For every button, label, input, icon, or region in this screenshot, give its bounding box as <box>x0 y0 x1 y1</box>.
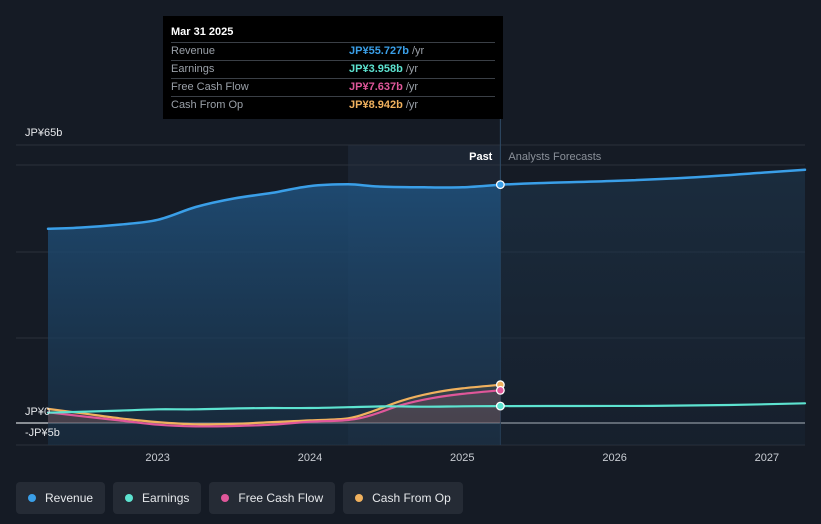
tooltip-unit: /yr <box>411 45 425 57</box>
tooltip-label: Free Cash Flow <box>171 81 249 93</box>
past-label: Past <box>469 151 493 163</box>
tooltip-label: Cash From Op <box>171 99 244 111</box>
legend: Revenue Earnings Free Cash Flow Cash Fro… <box>16 482 463 514</box>
series-line-free-cash-flow <box>46 389 502 428</box>
series-marker-revenue <box>495 180 505 190</box>
x-tick-label: 2025 <box>450 452 474 464</box>
legend-label: Earnings <box>142 491 190 505</box>
tooltip-value: JP¥3.958b <box>349 63 403 75</box>
revenue-area-past <box>48 184 501 446</box>
tooltip-row-earnings: Earnings JP¥3.958b /yr <box>171 60 495 78</box>
series-line-cash-from-op <box>46 383 502 426</box>
tooltip-value: JP¥55.727b <box>349 45 409 57</box>
revenue-area-forecast <box>500 169 805 446</box>
x-tick-label: 2027 <box>755 452 779 464</box>
legend-item-cash-from-op[interactable]: Cash From Op <box>343 482 463 514</box>
legend-label: Revenue <box>45 491 94 505</box>
legend-dot-icon <box>355 494 364 502</box>
legend-dot-icon <box>125 494 134 502</box>
y-axis-label-bottom: -JP¥5b <box>25 427 60 439</box>
x-tick-label: 2023 <box>145 452 169 464</box>
series-line-earnings <box>46 405 502 414</box>
legend-item-revenue[interactable]: Revenue <box>16 482 106 514</box>
x-tick-label: 2026 <box>602 452 626 464</box>
legend-dot-icon <box>221 494 230 502</box>
series-area <box>48 390 501 427</box>
tooltip-value: JP¥7.637b <box>349 81 403 93</box>
tooltip-unit: /yr <box>405 99 419 111</box>
forecast-label: Analysts Forecasts <box>508 151 601 163</box>
tooltip-row-cash-from-op: Cash From Op JP¥8.942b /yr <box>171 96 495 114</box>
series-area <box>48 384 501 425</box>
tooltip-date: Mar 31 2025 <box>171 26 234 38</box>
series-line-revenue <box>46 183 502 231</box>
series-marker-free-cash-flow <box>495 385 505 395</box>
tooltip-row-revenue: Revenue JP¥55.727b /yr <box>171 42 495 60</box>
tooltip: Mar 31 2025 Revenue JP¥55.727b /yr Earni… <box>163 16 503 119</box>
legend-item-free-cash-flow[interactable]: Free Cash Flow <box>209 482 336 514</box>
tooltip-label: Revenue <box>171 45 216 57</box>
series-forecast-line-revenue <box>499 168 807 186</box>
legend-label: Free Cash Flow <box>238 491 324 505</box>
legend-dot-icon <box>28 494 36 502</box>
tooltip-value: JP¥8.942b <box>349 99 403 111</box>
tooltip-row-free-cash-flow: Free Cash Flow JP¥7.637b /yr <box>171 78 495 96</box>
tooltip-unit: /yr <box>405 81 419 93</box>
tooltip-label: Earnings <box>171 63 215 75</box>
tooltip-unit: /yr <box>405 63 419 75</box>
x-tick-label: 2024 <box>298 452 322 464</box>
y-axis-label-zero: JP¥0 <box>25 406 50 418</box>
legend-label: Cash From Op <box>372 491 451 505</box>
y-axis-label-top: JP¥65b <box>25 127 62 139</box>
series-forecast-line-earnings <box>499 402 807 408</box>
legend-item-earnings[interactable]: Earnings <box>113 482 202 514</box>
series-marker-earnings <box>495 401 505 411</box>
